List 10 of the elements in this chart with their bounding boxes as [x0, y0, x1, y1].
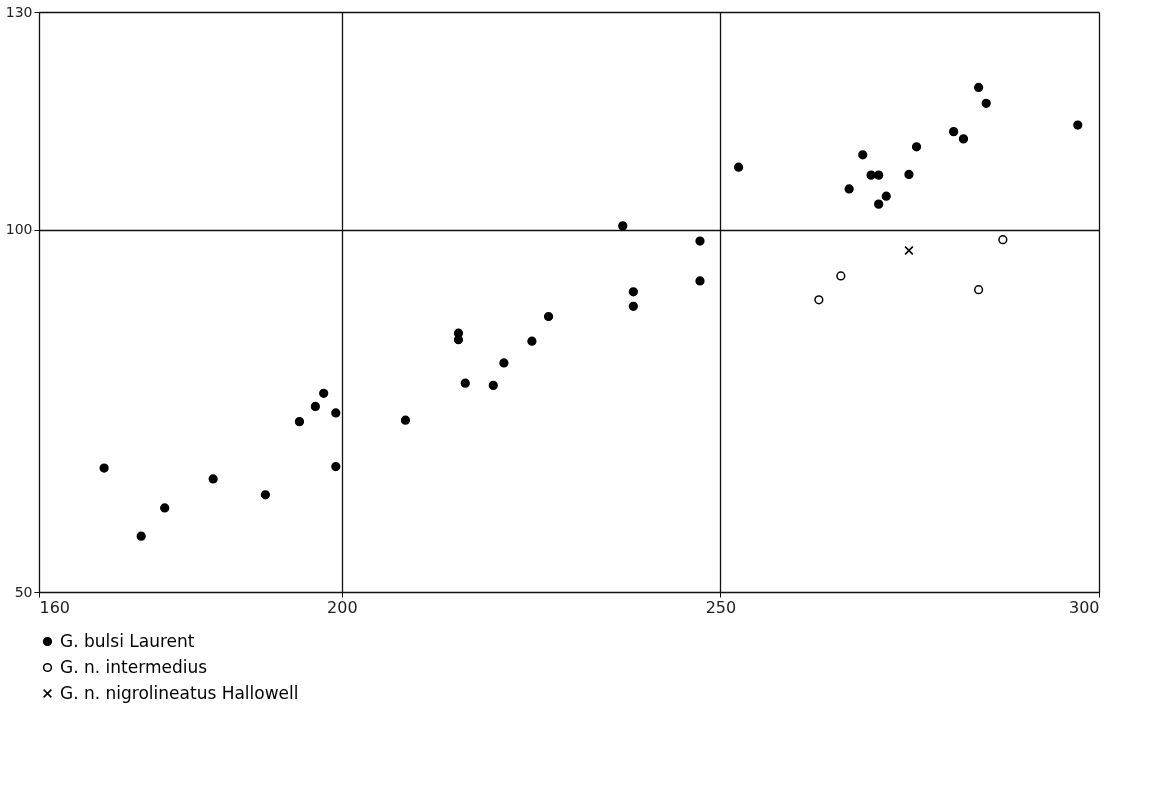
- y-tick-label: 130: [5, 3, 33, 20]
- x-tick-label: 160: [39, 597, 71, 617]
- legend-label: G. n. intermedius: [60, 656, 208, 677]
- legend-label: G. n. nigrolineatus Hallowell: [60, 682, 299, 703]
- x-tick-label: 250: [705, 597, 737, 617]
- y-tick-label: 100: [5, 221, 33, 237]
- x-tick-label: 300: [1068, 597, 1100, 617]
- y-tick-label: 50: [14, 583, 33, 600]
- legend-label: G. bulsi Laurent: [60, 630, 195, 651]
- x-tick-label: 200: [327, 597, 358, 617]
